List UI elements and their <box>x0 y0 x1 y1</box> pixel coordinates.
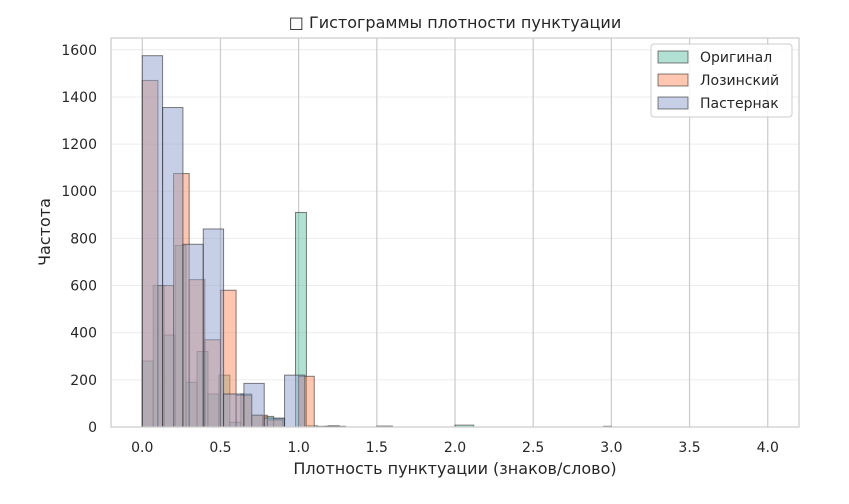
legend-item: Лозинский <box>657 73 779 89</box>
legend-label: Лозинский <box>700 73 779 89</box>
y-tick-label: 200 <box>70 373 97 389</box>
legend-label: Пастернак <box>700 96 779 112</box>
x-tick-label: 3.0 <box>600 440 622 456</box>
legend-item: Оригинал <box>657 50 772 66</box>
y-tick-label: 400 <box>70 326 97 342</box>
y-tick-label: 1400 <box>61 90 97 106</box>
x-tick-label: 3.5 <box>678 440 700 456</box>
x-axis-ticks: 0.0 0.5 1.0 1.5 2.0 2.5 3.0 3.5 4.0 <box>131 440 779 456</box>
x-tick-label: 2.0 <box>444 440 466 456</box>
histogram-bar <box>223 393 245 428</box>
x-tick-label: 1.0 <box>288 440 310 456</box>
histogram-bar <box>243 382 265 428</box>
y-tick-label: 1000 <box>61 184 97 200</box>
histogram-bar <box>284 374 306 428</box>
plot-area-frame <box>110 37 800 428</box>
y-tick-label: 1600 <box>61 43 97 59</box>
x-tick-label: 0.5 <box>209 440 231 456</box>
histogram-bar <box>162 107 184 428</box>
legend-swatch <box>657 96 689 110</box>
legend-item: Пастернак <box>657 96 779 112</box>
y-axis-ticks: 0 200 400 600 800 1000 1200 1400 1600 <box>61 43 97 436</box>
histogram-bar <box>182 243 204 428</box>
y-tick-label: 800 <box>70 231 97 247</box>
grid <box>111 38 799 428</box>
x-tick-label: 4.0 <box>757 440 779 456</box>
histogram-bar <box>263 417 286 428</box>
x-axis-title: Плотность пунктуации (знаков/слово) <box>293 459 616 478</box>
legend: Оригинал Лозинский Пастернак <box>650 43 793 118</box>
histogram-bar <box>202 228 225 428</box>
x-tick-label: 1.5 <box>366 440 388 456</box>
series-3 <box>141 55 347 428</box>
y-tick-label: 0 <box>88 420 97 436</box>
y-tick-label: 1200 <box>61 137 97 153</box>
x-tick-label: 2.5 <box>522 440 544 456</box>
x-tick-label: 0.0 <box>131 440 153 456</box>
legend-label: Оригинал <box>700 50 772 66</box>
legend-swatch <box>657 50 689 64</box>
y-tick-label: 600 <box>70 279 97 295</box>
y-axis-title: Частота <box>35 198 54 266</box>
chart-title: □ Гистограммы плотности пунктуации <box>289 13 621 32</box>
histogram-bar <box>141 55 164 428</box>
legend-swatch <box>657 73 689 87</box>
